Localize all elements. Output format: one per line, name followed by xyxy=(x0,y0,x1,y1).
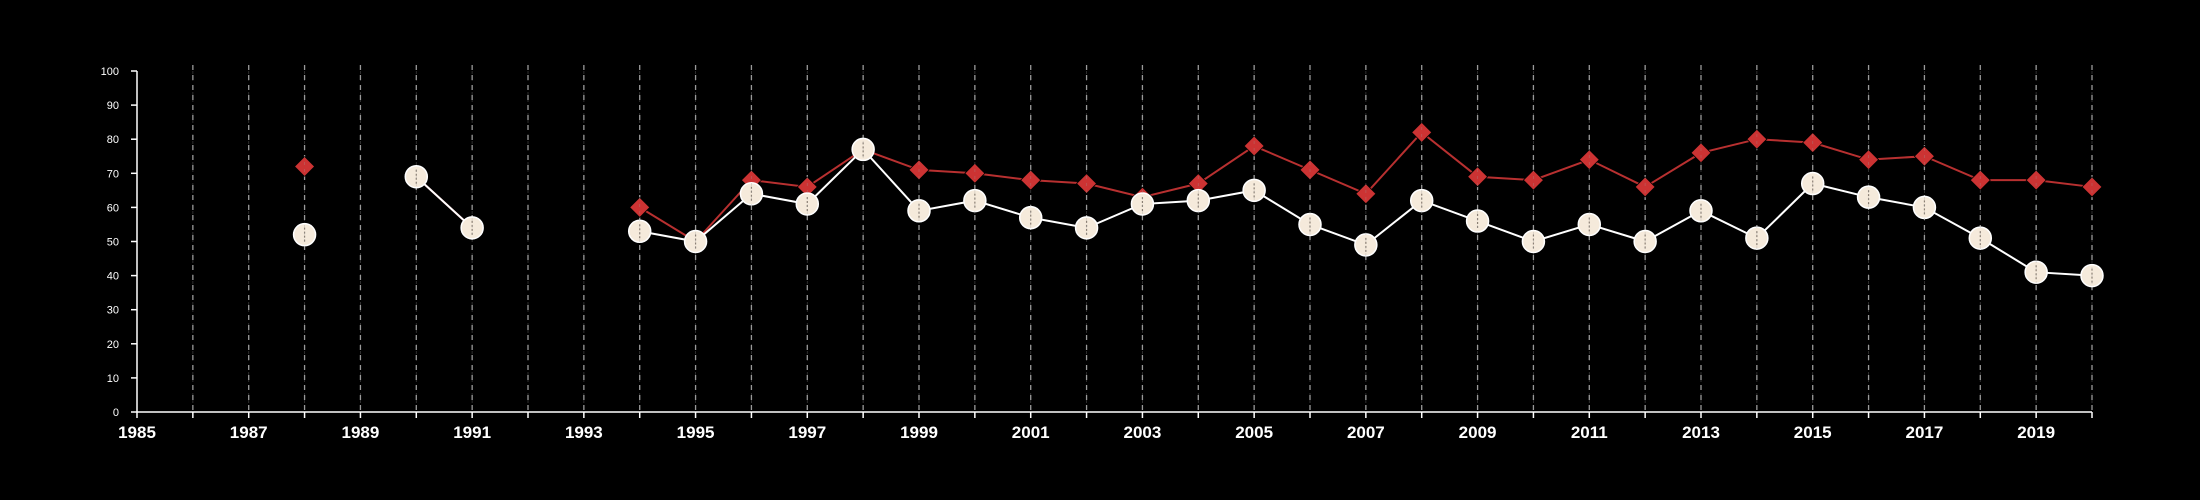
diamond-point xyxy=(294,155,316,178)
circle-point xyxy=(1968,226,1993,250)
circle-point xyxy=(1298,212,1322,237)
diamond-point xyxy=(1243,135,1265,157)
y-tick-label: 30 xyxy=(107,305,119,317)
circle-point xyxy=(1465,209,1490,233)
x-tick-label: 2009 xyxy=(1459,423,1497,442)
circle-point xyxy=(963,188,987,213)
y-tick-label: 100 xyxy=(101,66,119,78)
diamond-point xyxy=(1690,142,1712,164)
diamond-point xyxy=(1802,132,1824,154)
x-tick-label: 1995 xyxy=(677,423,715,442)
y-tick-label: 0 xyxy=(113,407,119,419)
circle-point xyxy=(1354,233,1378,257)
y-tick-label: 20 xyxy=(107,339,119,351)
x-tick-label: 2007 xyxy=(1347,423,1385,442)
diamond-point xyxy=(1522,169,1544,191)
diamond-point xyxy=(629,196,651,218)
diamond-point xyxy=(2025,169,2047,191)
circle-point xyxy=(1130,192,1155,216)
circle-point xyxy=(1912,195,1937,220)
circle-point xyxy=(1633,229,1657,254)
diamond-point xyxy=(1020,169,1042,191)
diamond-point xyxy=(1913,145,1935,167)
diamond-point xyxy=(908,159,930,181)
x-tick-label: 1985 xyxy=(118,423,156,442)
diamond-point xyxy=(2081,176,2103,198)
diamond-point xyxy=(1969,169,1991,191)
circle-point xyxy=(1409,188,1434,213)
diamond-point xyxy=(1578,149,1600,171)
x-tick-label: 2013 xyxy=(1682,423,1720,442)
y-tick-label: 50 xyxy=(107,237,119,249)
diamond-point xyxy=(1858,149,1880,171)
circle-point xyxy=(1689,199,1713,223)
y-tick-label: 60 xyxy=(107,202,119,214)
circle-point xyxy=(292,222,317,247)
circle-point xyxy=(2080,263,2104,288)
y-tick-label: 40 xyxy=(107,271,119,283)
x-tick-label: 2003 xyxy=(1124,423,1162,442)
diamond-point xyxy=(1634,176,1656,198)
x-tick-label: 2011 xyxy=(1571,423,1608,442)
diamond-point xyxy=(1411,121,1433,143)
y-tick-label: 80 xyxy=(107,134,119,146)
circle-point xyxy=(1856,185,1881,209)
circle-point xyxy=(2024,260,2048,284)
x-tick-label: 1997 xyxy=(788,423,826,442)
diamond-point xyxy=(1746,128,1768,150)
y-tick-label: 10 xyxy=(107,373,119,385)
circle-point xyxy=(851,137,875,162)
circle-point xyxy=(1800,171,1825,196)
circle-point xyxy=(795,192,820,216)
series-circle-line xyxy=(415,175,473,229)
circle-point xyxy=(1186,188,1211,213)
x-tick-label: 1999 xyxy=(900,423,938,442)
circle-point xyxy=(1242,178,1266,203)
diamond-point xyxy=(964,162,986,184)
circle-point xyxy=(627,219,652,244)
x-tick-label: 1991 xyxy=(453,423,491,442)
x-tick-label: 2019 xyxy=(2017,423,2055,442)
axis-layer: 0 10 20 30 40 50 60 70 80 90 100 1985 1987 1989 1991 19… xyxy=(101,66,2093,442)
x-tick-label: 1989 xyxy=(342,423,380,442)
circle-point xyxy=(1074,216,1099,240)
x-tick-label: 1987 xyxy=(230,423,268,442)
circle-point xyxy=(1018,205,1043,230)
x-tick-label: 2015 xyxy=(1794,423,1832,442)
x-tick-label: 2017 xyxy=(1906,423,1944,442)
circle-point xyxy=(683,229,708,254)
circle-point xyxy=(404,164,429,189)
circle-point xyxy=(1521,229,1546,254)
circle-point xyxy=(739,182,764,206)
diamond-point xyxy=(1076,172,1098,195)
diamond-point xyxy=(1355,183,1377,205)
y-tick-label: 90 xyxy=(107,100,119,112)
y-tick-label: 70 xyxy=(107,168,119,180)
circle-point xyxy=(907,199,931,223)
circle-point xyxy=(1577,212,1602,237)
circle-point xyxy=(460,216,484,240)
circle-point xyxy=(1745,226,1769,250)
series-layer xyxy=(192,71,2104,412)
x-tick-label: 2001 xyxy=(1012,423,1050,442)
x-tick-label: 1993 xyxy=(565,423,603,442)
x-tick-label: 2005 xyxy=(1235,423,1273,442)
diamond-point xyxy=(1299,159,1321,181)
diamond-point xyxy=(1467,166,1489,188)
